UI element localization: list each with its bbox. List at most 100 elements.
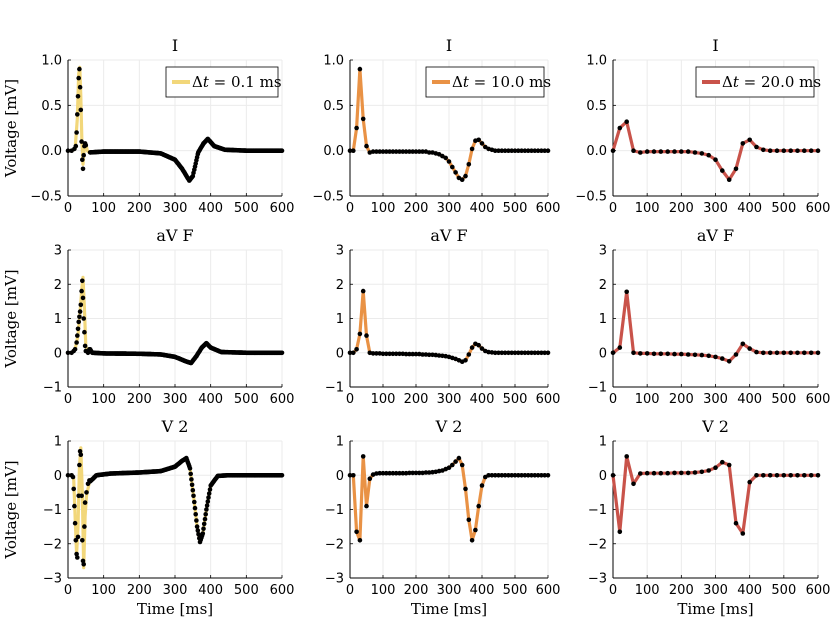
- data-point: [522, 350, 528, 356]
- panel-v2-2: 0 100 200 300 400 500 600 −3 −2 −1 0 1 V 2 Time [ms]: [325, 417, 561, 618]
- data-point: [747, 137, 752, 143]
- data-point: [733, 352, 739, 357]
- data-point: [726, 177, 732, 182]
- x-tick-label: 400: [737, 392, 762, 407]
- legend-label: Δt = 0.1 ms: [192, 73, 282, 91]
- y-tick-label: 0.0: [586, 144, 607, 159]
- data-point: [357, 331, 363, 337]
- data-point: [754, 349, 759, 355]
- data-point: [390, 351, 396, 357]
- data-point: [65, 148, 71, 153]
- data-point: [407, 351, 412, 357]
- x-tick-label: 200: [127, 392, 152, 407]
- data-point: [767, 148, 773, 153]
- x-tick-label: 200: [127, 583, 152, 598]
- data-point: [713, 465, 718, 471]
- legend-label: Δt = 10.0 ms: [452, 73, 551, 91]
- data-point: [420, 149, 425, 154]
- data-point: [706, 152, 711, 158]
- x-tick-label: 400: [737, 583, 762, 598]
- x-tick-label: 300: [437, 392, 462, 407]
- panel-v2-3: 0 100 200 300 400 500 600 −3 −2 −1 0 1 V 2 Time [ms]: [588, 417, 830, 618]
- data-point: [740, 141, 746, 146]
- data-point: [781, 350, 787, 356]
- y-axis-label: Voltage [mV]: [2, 269, 20, 368]
- data-point: [658, 149, 664, 154]
- data-point: [397, 149, 402, 154]
- data-point: [75, 534, 81, 540]
- data-point: [506, 473, 511, 478]
- y-tick-label: 0.5: [586, 99, 607, 114]
- x-tick-label: 200: [404, 392, 429, 407]
- data-point: [354, 125, 359, 131]
- x-tick-label: 300: [163, 583, 188, 598]
- data-point: [357, 538, 363, 543]
- y-tick-label: 0: [599, 346, 607, 361]
- x-tick-label: 400: [470, 392, 495, 407]
- x-tick-label: 600: [806, 392, 830, 407]
- data-point: [754, 144, 759, 150]
- data-point: [781, 473, 787, 478]
- data-point: [761, 350, 766, 356]
- x-tick-label: 200: [669, 392, 694, 407]
- x-tick-label: 0: [346, 583, 354, 598]
- y-tick-label: 0: [336, 469, 344, 484]
- data-point: [529, 473, 534, 478]
- data-point: [73, 143, 79, 149]
- data-point: [767, 473, 773, 478]
- y-tick-label: 2: [336, 278, 344, 293]
- data-point: [532, 148, 538, 153]
- data-point: [476, 503, 482, 509]
- x-tick-label: 400: [470, 583, 495, 598]
- data-point: [679, 470, 684, 476]
- data-point: [75, 333, 80, 338]
- y-tick-label: 1.0: [323, 54, 344, 69]
- data-point: [802, 148, 807, 153]
- data-point: [774, 350, 780, 356]
- data-point: [390, 149, 396, 154]
- data-point: [201, 526, 206, 531]
- x-tick-label: 500: [503, 583, 528, 598]
- x-tick-label: 300: [437, 583, 462, 598]
- legend-label: Δt = 20.0 ms: [722, 73, 821, 91]
- data-point: [75, 112, 80, 117]
- data-point: [795, 350, 800, 356]
- data-point: [761, 473, 766, 478]
- data-point: [75, 94, 81, 99]
- data-point: [519, 148, 524, 153]
- data-point: [463, 486, 468, 492]
- data-point: [545, 473, 551, 478]
- data-point: [80, 157, 85, 162]
- x-tick-label: 100: [91, 392, 116, 407]
- y-tick-label: −2: [43, 537, 62, 552]
- x-axis-label: Time [ms]: [137, 600, 213, 618]
- y-tick-label: 0: [336, 346, 344, 361]
- data-point: [426, 150, 432, 155]
- y-tick-label: 3: [336, 244, 344, 259]
- y-tick-label: −3: [588, 572, 607, 587]
- x-tick-label: 400: [470, 201, 495, 216]
- data-point: [631, 481, 636, 487]
- x-tick-label: 300: [437, 201, 462, 216]
- data-point: [539, 148, 544, 153]
- data-point: [387, 351, 392, 357]
- panel-i-1: 0 100 200 300 400 500 600 −0.5 0.0 0.5 1.0 I Voltage…: [2, 36, 294, 216]
- data-point: [479, 346, 485, 351]
- data-point: [469, 538, 475, 543]
- data-point: [360, 116, 366, 122]
- data-point: [377, 470, 383, 476]
- x-tick-label: 0: [346, 392, 354, 407]
- data-point: [795, 148, 800, 153]
- data-point: [463, 173, 468, 179]
- panel-title: I: [172, 36, 178, 55]
- data-point: [699, 352, 705, 358]
- data-point: [706, 353, 711, 359]
- data-point: [192, 499, 197, 505]
- panel-title: V 2: [701, 417, 729, 436]
- x-tick-label: 0: [609, 583, 617, 598]
- data-point: [529, 148, 534, 153]
- data-point: [479, 141, 485, 146]
- data-point: [658, 470, 664, 476]
- data-point: [360, 288, 366, 294]
- data-point: [204, 503, 210, 508]
